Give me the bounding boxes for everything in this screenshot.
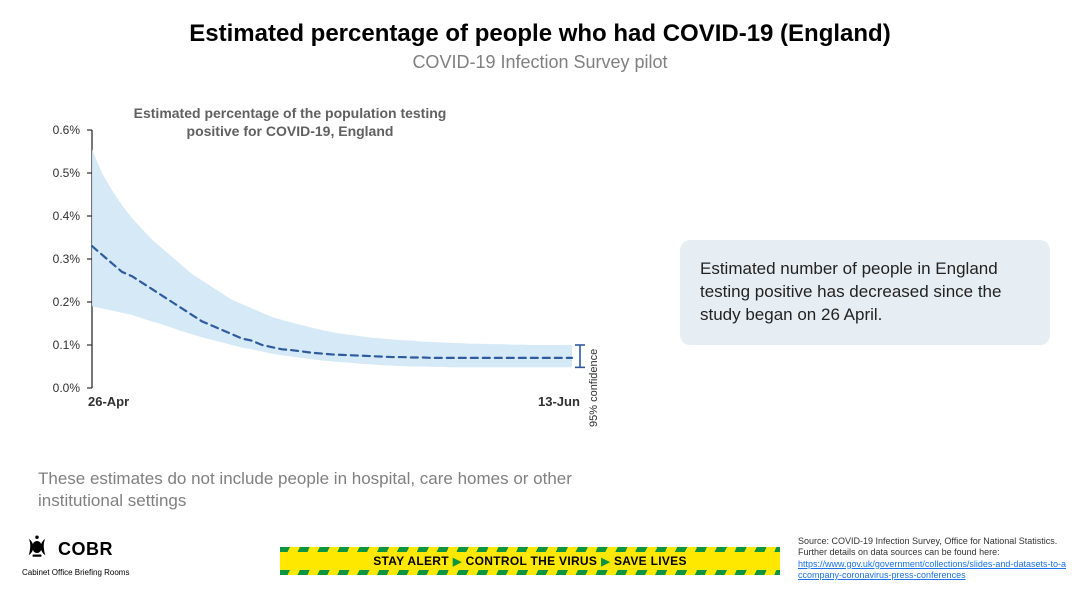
source-line-1: Source: COVID-19 Infection Survey, Offic… <box>798 536 1068 547</box>
callout-box: Estimated number of people in England te… <box>680 240 1050 345</box>
y-tick-label: 0.0% <box>40 381 80 395</box>
source-line-2: Further details on data sources can be f… <box>798 547 1068 558</box>
y-tick-label: 0.3% <box>40 252 80 266</box>
x-tick-label: 26-Apr <box>88 394 129 409</box>
cobr-logo: COBR <box>22 534 113 565</box>
page-subtitle: COVID-19 Infection Survey pilot <box>30 52 1050 73</box>
confidence-label: 95% confidence <box>588 317 600 427</box>
footnote: These estimates do not include people in… <box>38 468 638 512</box>
banner-sep-icon: ▶ <box>601 555 610 568</box>
banner-sep-icon: ▶ <box>453 555 462 568</box>
y-tick-label: 0.1% <box>40 338 80 352</box>
banner-text: STAY ALERT ▶ CONTROL THE VIRUS ▶ SAVE LI… <box>373 554 687 568</box>
banner-part-2: CONTROL THE VIRUS <box>466 554 598 568</box>
cobr-sub: Cabinet Office Briefing Rooms <box>22 568 129 577</box>
cobr-label: COBR <box>58 539 113 560</box>
banner-part-1: STAY ALERT <box>373 554 449 568</box>
source-link[interactable]: https://www.gov.uk/government/collection… <box>798 559 1066 580</box>
y-tick-label: 0.2% <box>40 295 80 309</box>
x-tick-label: 13-Jun <box>538 394 580 409</box>
page-title: Estimated percentage of people who had C… <box>30 20 1050 48</box>
crest-icon <box>22 534 52 565</box>
banner-part-3: SAVE LIVES <box>614 554 687 568</box>
alert-banner: STAY ALERT ▶ CONTROL THE VIRUS ▶ SAVE LI… <box>280 547 780 575</box>
y-tick-label: 0.6% <box>40 123 80 137</box>
chart: 0.0% 0.1% 0.2% 0.3% 0.4% 0.5% 0.6% 26-Apr 13-Jun… <box>40 110 600 420</box>
chart-svg <box>40 110 600 420</box>
source-block: Source: COVID-19 Infection Survey, Offic… <box>798 536 1068 581</box>
y-tick-label: 0.4% <box>40 209 80 223</box>
slide: Estimated percentage of people who had C… <box>0 0 1080 605</box>
y-tick-label: 0.5% <box>40 166 80 180</box>
